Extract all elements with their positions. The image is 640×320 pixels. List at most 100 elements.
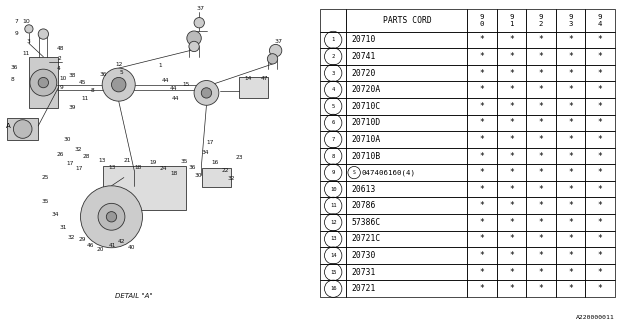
- Bar: [497, 181, 527, 197]
- Text: *: *: [509, 151, 514, 161]
- Text: *: *: [568, 135, 573, 144]
- Text: 20721C: 20721C: [351, 235, 380, 244]
- Bar: [556, 181, 586, 197]
- Bar: [527, 214, 556, 231]
- Bar: [527, 115, 556, 131]
- Text: 9
1: 9 1: [509, 14, 514, 27]
- Circle shape: [25, 25, 33, 33]
- Text: 23: 23: [236, 156, 243, 160]
- Bar: [497, 148, 527, 164]
- Text: A220000011: A220000011: [576, 315, 615, 320]
- Text: *: *: [509, 284, 514, 293]
- Text: 15: 15: [330, 270, 337, 275]
- Bar: [497, 247, 527, 264]
- Circle shape: [13, 120, 32, 138]
- Bar: [239, 77, 268, 98]
- Text: *: *: [509, 36, 514, 44]
- Circle shape: [189, 41, 199, 52]
- Bar: [586, 115, 615, 131]
- Text: 32: 32: [67, 235, 75, 240]
- Text: 11: 11: [81, 96, 88, 100]
- Text: *: *: [598, 284, 603, 293]
- Text: *: *: [539, 36, 543, 44]
- Text: *: *: [598, 85, 603, 94]
- Text: 16: 16: [330, 286, 337, 291]
- Text: *: *: [509, 268, 514, 276]
- Bar: [467, 48, 497, 65]
- Text: 44: 44: [170, 86, 177, 91]
- Bar: [467, 247, 497, 264]
- Bar: [527, 48, 556, 65]
- Text: *: *: [480, 185, 484, 194]
- Text: *: *: [539, 135, 543, 144]
- Text: *: *: [598, 151, 603, 161]
- Text: 38: 38: [68, 73, 76, 78]
- Bar: [346, 164, 467, 181]
- Text: 32: 32: [74, 147, 82, 152]
- Text: 13: 13: [108, 165, 116, 170]
- Text: *: *: [509, 185, 514, 194]
- Text: *: *: [598, 135, 603, 144]
- Text: 10: 10: [60, 76, 67, 81]
- Text: *: *: [539, 68, 543, 77]
- Text: *: *: [480, 168, 484, 177]
- Text: *: *: [480, 52, 484, 61]
- Text: 20710D: 20710D: [351, 118, 380, 127]
- Text: *: *: [568, 168, 573, 177]
- Bar: [103, 166, 186, 210]
- Text: *: *: [539, 185, 543, 194]
- Text: 22: 22: [222, 168, 229, 173]
- Text: *: *: [539, 218, 543, 227]
- Text: 44: 44: [172, 96, 179, 100]
- Bar: [320, 164, 346, 181]
- Text: *: *: [539, 102, 543, 111]
- Bar: [320, 115, 346, 131]
- Text: 9
2: 9 2: [539, 14, 543, 27]
- Text: 20720A: 20720A: [351, 85, 380, 94]
- Bar: [556, 131, 586, 148]
- Text: 7: 7: [15, 19, 18, 24]
- Text: *: *: [568, 185, 573, 194]
- Bar: [527, 197, 556, 214]
- Text: 30: 30: [194, 173, 202, 178]
- Text: 2: 2: [58, 56, 61, 61]
- Text: 26: 26: [57, 152, 64, 157]
- Text: *: *: [539, 118, 543, 127]
- Text: *: *: [568, 251, 573, 260]
- Bar: [527, 65, 556, 81]
- Text: *: *: [568, 118, 573, 127]
- Text: *: *: [568, 52, 573, 61]
- Bar: [346, 65, 467, 81]
- Text: 4: 4: [57, 66, 61, 71]
- Bar: [7, 118, 38, 140]
- Text: 20613: 20613: [351, 185, 376, 194]
- Text: 36: 36: [10, 65, 18, 69]
- Text: 9
3: 9 3: [568, 14, 573, 27]
- Text: *: *: [539, 268, 543, 276]
- Circle shape: [268, 54, 278, 64]
- Text: *: *: [539, 284, 543, 293]
- Text: S: S: [353, 170, 355, 175]
- Text: 20: 20: [97, 247, 104, 252]
- Bar: [346, 231, 467, 247]
- Bar: [497, 164, 527, 181]
- Circle shape: [81, 186, 143, 248]
- Bar: [497, 10, 527, 32]
- Bar: [586, 98, 615, 115]
- Bar: [527, 181, 556, 197]
- Bar: [467, 264, 497, 280]
- Bar: [467, 214, 497, 231]
- Bar: [497, 197, 527, 214]
- Bar: [586, 231, 615, 247]
- Bar: [346, 247, 467, 264]
- Text: 21: 21: [124, 157, 131, 163]
- Text: A: A: [6, 123, 11, 129]
- Circle shape: [102, 68, 135, 101]
- Text: *: *: [480, 85, 484, 94]
- Text: 12: 12: [115, 61, 122, 67]
- Bar: [556, 10, 586, 32]
- Text: *: *: [539, 85, 543, 94]
- Text: *: *: [568, 68, 573, 77]
- Bar: [586, 197, 615, 214]
- Text: *: *: [568, 284, 573, 293]
